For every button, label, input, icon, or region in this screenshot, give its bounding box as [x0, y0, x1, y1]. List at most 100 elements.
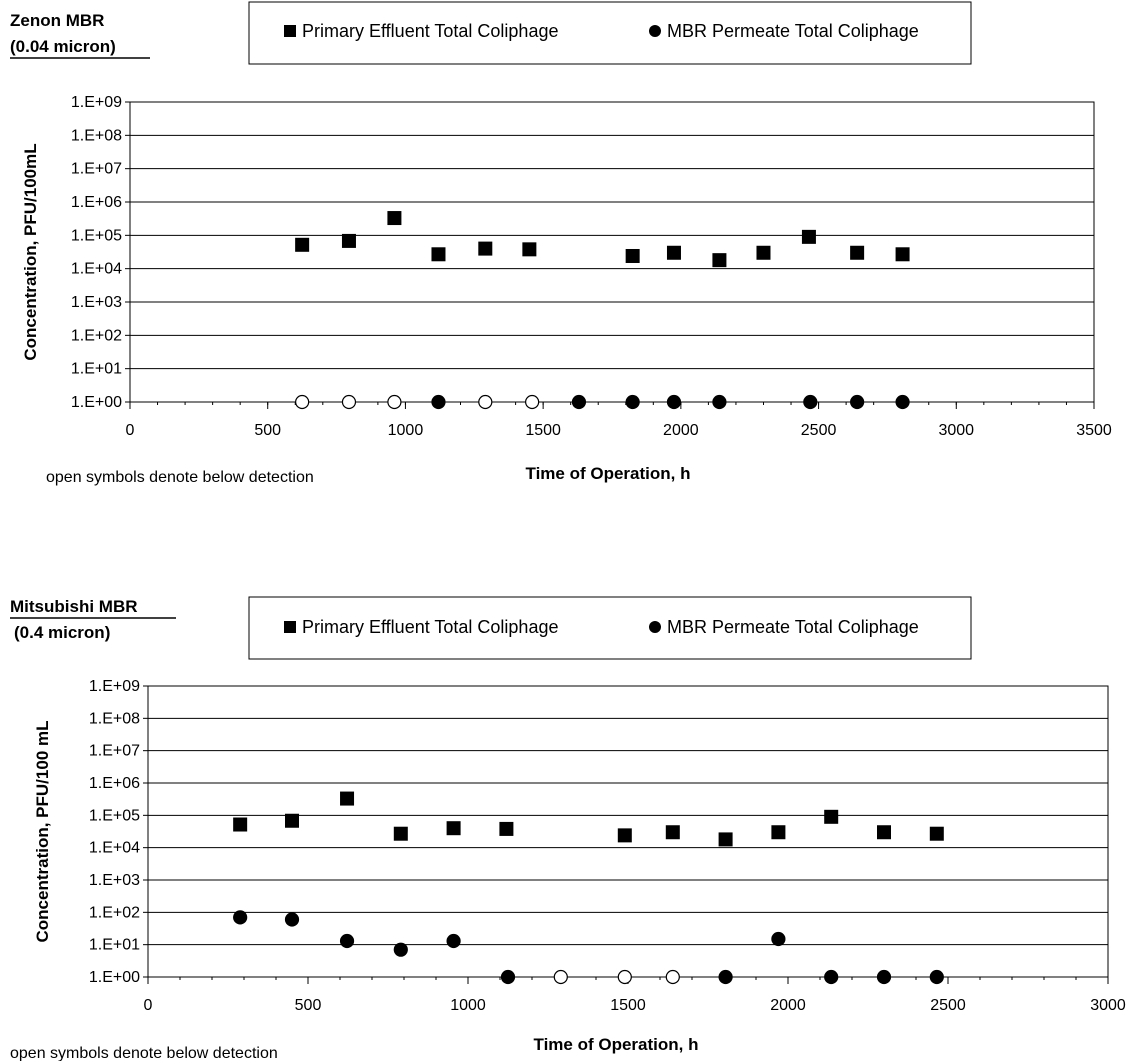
data-point-circle-open — [341, 394, 357, 410]
data-point-circle-open — [295, 394, 310, 410]
chart-subtitle: (0.4 micron) — [14, 623, 110, 642]
data-point-circle — [771, 931, 786, 947]
legend-circle-marker — [649, 621, 661, 633]
y-tick-label: 1.E+05 — [89, 807, 140, 824]
data-point-square — [522, 242, 537, 257]
y-axis-title: Concentration, PFU/100mL — [21, 143, 40, 360]
y-tick-label: 1.E+05 — [71, 227, 122, 244]
series-primary-effluent — [233, 791, 944, 847]
data-point-circle-open — [553, 969, 568, 985]
data-point-circle — [500, 969, 516, 985]
data-point-square — [666, 245, 681, 260]
data-point-circle — [233, 910, 248, 925]
y-tick-label: 1.E+03 — [71, 294, 122, 311]
x-tick-label: 500 — [254, 422, 281, 439]
x-tick-label: 3000 — [938, 422, 974, 439]
x-tick-label: 3000 — [1090, 997, 1126, 1014]
y-tick-label: 1.E+07 — [71, 161, 122, 178]
data-point-square — [387, 211, 402, 226]
data-point-square — [895, 247, 910, 262]
y-tick-label: 1.E+03 — [89, 872, 140, 889]
chart-2: Mitsubishi MBR (0.4 micron) Primary Efflue… — [10, 596, 1126, 1061]
x-tick-label: 3500 — [1076, 422, 1112, 439]
x-tick-label: 2000 — [663, 422, 699, 439]
legend: Primary Effluent Total Coliphage MBR Perm… — [248, 1, 972, 65]
legend-square-marker — [284, 621, 296, 633]
x-tick-label: 0 — [144, 997, 153, 1014]
x-tick-label: 2500 — [930, 997, 966, 1014]
data-point-square — [771, 825, 786, 840]
data-point-square — [340, 791, 355, 806]
data-point-square — [718, 832, 733, 847]
series-primary-effluent — [295, 211, 910, 268]
data-point-circle — [571, 394, 587, 410]
data-point-square — [877, 825, 891, 840]
legend-circle-marker — [649, 25, 661, 37]
data-point-circle-open — [525, 394, 540, 410]
data-point-circle — [393, 942, 408, 957]
chart-title: Zenon MBR — [10, 11, 104, 30]
data-point-circle-open — [617, 969, 632, 985]
data-point-circle — [824, 969, 839, 985]
series-mbr-permeate — [233, 910, 944, 985]
y-tick-label: 1.E+04 — [89, 840, 140, 857]
y-tick-label: 1.E+00 — [89, 969, 140, 986]
data-point-circle — [712, 394, 727, 410]
data-point-square — [285, 813, 299, 828]
legend-box — [248, 1, 972, 65]
data-point-circle-open — [387, 394, 402, 410]
data-point-circle — [718, 969, 733, 985]
legend-label-primary: Primary Effluent Total Coliphage — [302, 617, 558, 637]
data-point-circle — [431, 394, 446, 410]
data-point-square — [850, 245, 865, 260]
y-tick-label: 1.E+02 — [71, 327, 122, 344]
legend-square-marker — [284, 25, 296, 37]
data-point-circle — [284, 912, 300, 927]
chart-subtitle: (0.04 micron) — [10, 37, 116, 56]
data-point-circle — [850, 394, 865, 410]
data-point-circle — [339, 933, 355, 949]
y-tick-label: 1.E+01 — [71, 361, 122, 378]
legend-label-primary: Primary Effluent Total Coliphage — [302, 21, 558, 41]
y-tick-label: 1.E+08 — [71, 127, 122, 144]
x-tick-label: 1000 — [388, 422, 424, 439]
y-tick-label: 1.E+09 — [89, 678, 140, 695]
legend-label-permeate: MBR Permeate Total Coliphage — [667, 21, 919, 41]
x-tick-label: 0 — [126, 422, 135, 439]
data-point-circle — [625, 394, 640, 410]
data-point-square — [625, 248, 640, 263]
data-point-circle — [803, 394, 818, 410]
y-tick-label: 1.E+04 — [71, 261, 122, 278]
data-point-circle — [876, 969, 892, 985]
data-point-square — [801, 229, 816, 244]
legend-box — [248, 596, 972, 660]
data-point-square — [929, 826, 944, 841]
data-point-square — [341, 233, 356, 248]
y-tick-label: 1.E+01 — [89, 937, 140, 954]
data-point-square — [499, 821, 514, 836]
y-tick-label: 1.E+09 — [71, 94, 122, 111]
x-tick-label: 2500 — [801, 422, 837, 439]
data-point-square — [756, 245, 771, 260]
data-point-circle-open — [665, 969, 680, 985]
x-tick-label: 1500 — [610, 997, 646, 1014]
data-point-square — [712, 253, 727, 268]
x-tick-label: 2000 — [770, 997, 806, 1014]
series-mbr-permeate — [295, 394, 910, 410]
x-tick-label: 1500 — [525, 422, 561, 439]
chart-1: Zenon MBR (0.04 micron) Primary Effluent T… — [10, 1, 1112, 486]
legend: Primary Effluent Total Coliphage MBR Perm… — [248, 596, 972, 660]
data-point-circle — [666, 394, 682, 410]
data-point-circle — [895, 394, 910, 410]
data-point-square — [446, 821, 461, 836]
data-point-square — [617, 828, 632, 843]
data-point-square — [431, 247, 446, 262]
data-point-square — [478, 241, 493, 256]
data-point-circle — [929, 969, 944, 985]
data-point-square — [393, 826, 408, 841]
y-tick-label: 1.E+08 — [89, 710, 140, 727]
y-tick-label: 1.E+00 — [71, 394, 122, 411]
y-axis-title: Concentration, PFU/100 mL — [33, 721, 52, 943]
data-point-circle-open — [478, 394, 493, 410]
